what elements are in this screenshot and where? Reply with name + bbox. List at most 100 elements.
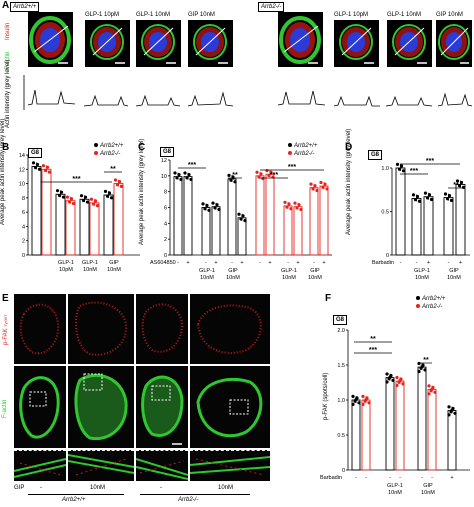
data-point bbox=[313, 184, 317, 188]
data-point bbox=[398, 379, 402, 383]
x-tick-label: GIP bbox=[310, 268, 320, 274]
data-point bbox=[85, 200, 90, 204]
data-point bbox=[61, 195, 66, 199]
x-tick-label: GIP bbox=[228, 268, 238, 274]
row-sign: + bbox=[427, 260, 430, 266]
data-point bbox=[47, 170, 52, 174]
data-point bbox=[429, 197, 434, 202]
data-point bbox=[413, 198, 418, 202]
data-point bbox=[319, 180, 323, 185]
data-point bbox=[211, 201, 215, 205]
y-tick-label: 1.0 bbox=[337, 398, 345, 404]
panel-label-f: F bbox=[325, 293, 332, 304]
condition-label: GIP 10nM bbox=[436, 12, 463, 18]
y-tick-label: 6 bbox=[22, 210, 25, 216]
data-point bbox=[241, 214, 245, 218]
y-tick-label: 10 bbox=[161, 174, 167, 180]
data-point bbox=[185, 176, 189, 180]
intensity-profiles bbox=[23, 75, 473, 110]
data-point bbox=[117, 179, 122, 184]
legend-label: Arrb2+/+ bbox=[99, 143, 124, 149]
zoom-inset bbox=[68, 450, 134, 481]
x-tick-label: GLP-1 bbox=[387, 483, 403, 489]
x-tick-label: 10pM bbox=[59, 267, 73, 273]
cell-image bbox=[334, 20, 379, 67]
data-point bbox=[323, 182, 327, 186]
data-point bbox=[427, 392, 431, 396]
x-tick-label: 10nM bbox=[308, 275, 322, 281]
data-point bbox=[364, 398, 368, 402]
panel-label-d: D bbox=[345, 142, 353, 153]
legend-label: Arrb2-/- bbox=[421, 304, 442, 310]
divider bbox=[28, 494, 124, 495]
data-point bbox=[45, 165, 50, 169]
y-tick-label: 4 bbox=[22, 224, 25, 230]
data-point bbox=[33, 166, 38, 170]
data-point bbox=[115, 183, 120, 187]
y-tick-label: 0 bbox=[342, 468, 345, 474]
data-point bbox=[205, 203, 209, 208]
data-point bbox=[43, 168, 48, 173]
x-tick-label: GIP bbox=[423, 483, 433, 489]
x-tick-label: 10nM bbox=[421, 490, 435, 496]
data-point bbox=[399, 164, 404, 168]
data-point bbox=[57, 193, 62, 198]
y-tick-label: 0 bbox=[164, 253, 167, 259]
row-sign: - bbox=[177, 260, 179, 266]
data-point bbox=[215, 203, 219, 207]
y-tick-label: 2.0 bbox=[337, 328, 345, 334]
data-point bbox=[55, 189, 60, 193]
condition-label: GLP-1 10pM bbox=[334, 12, 369, 18]
data-point bbox=[395, 375, 399, 380]
data-point bbox=[41, 164, 46, 168]
bar bbox=[385, 377, 395, 471]
data-point bbox=[289, 207, 293, 211]
cell-line-tag: G8 bbox=[160, 147, 175, 157]
data-point bbox=[351, 402, 355, 406]
y-tick-label: 2 bbox=[22, 239, 25, 245]
gip-value: 10nM bbox=[90, 485, 106, 491]
cell-line-tag: G8 bbox=[333, 315, 348, 325]
y-tick-label: 0 bbox=[386, 253, 389, 259]
data-point bbox=[325, 187, 329, 191]
row-sign: - bbox=[421, 475, 423, 481]
data-point bbox=[207, 208, 211, 212]
data-point bbox=[257, 175, 261, 179]
data-point bbox=[351, 394, 355, 398]
row-sign: + bbox=[296, 260, 299, 266]
data-point bbox=[391, 378, 395, 382]
cell-image bbox=[278, 12, 323, 67]
row-sign: - bbox=[287, 260, 289, 266]
data-point bbox=[179, 177, 183, 182]
legend-marker bbox=[94, 151, 98, 155]
legend-marker bbox=[416, 304, 420, 308]
data-point bbox=[287, 202, 291, 206]
data-point bbox=[433, 390, 437, 394]
row-label: Barbadin bbox=[320, 475, 342, 481]
data-point bbox=[285, 205, 289, 209]
data-point bbox=[367, 401, 371, 405]
y-tick-label: 0.5 bbox=[337, 433, 345, 439]
condition-label: GLP-1 10nM bbox=[387, 12, 422, 18]
data-point bbox=[217, 207, 221, 212]
data-point bbox=[35, 162, 40, 167]
row-sign: + bbox=[268, 260, 271, 266]
data-point bbox=[415, 194, 420, 199]
row-sign: + bbox=[240, 260, 243, 266]
panel-label-a: A bbox=[2, 0, 10, 11]
chart-b: 02468101214GLP-110pMGLP-110nMGIP10nM****… bbox=[19, 143, 140, 273]
row-label: Barbadin bbox=[372, 260, 394, 266]
data-point bbox=[427, 193, 432, 197]
row-sign: - bbox=[231, 260, 233, 266]
y-tick-label: 2 bbox=[164, 237, 167, 243]
row-sign: + bbox=[322, 260, 325, 266]
cell-line-tag: G8 bbox=[28, 148, 43, 158]
row-sign: - bbox=[355, 475, 357, 481]
data-point bbox=[457, 184, 462, 188]
row-sign: - bbox=[400, 260, 402, 266]
data-point bbox=[423, 368, 427, 372]
row-sign: + bbox=[450, 475, 453, 481]
data-point bbox=[177, 173, 181, 177]
data-point bbox=[203, 207, 207, 211]
